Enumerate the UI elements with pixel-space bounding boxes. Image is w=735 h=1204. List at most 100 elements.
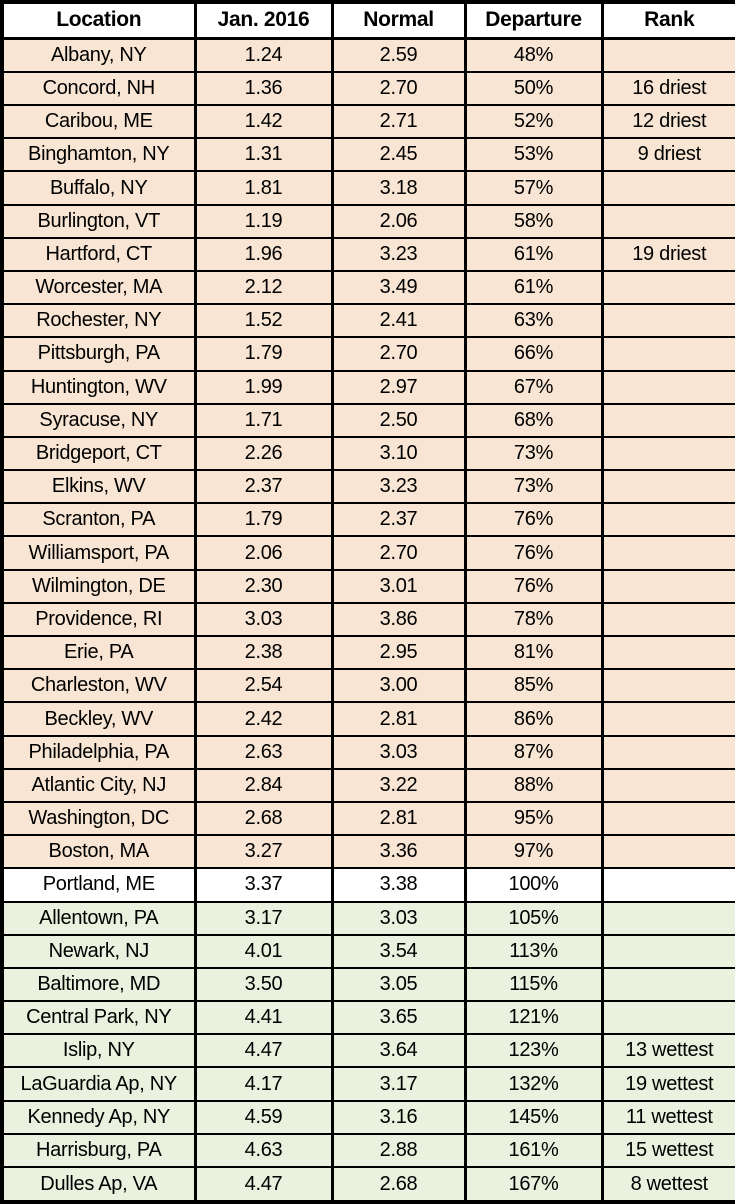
cell-rank [600,435,735,472]
cell-departure: 85% [463,668,604,704]
cell-departure: 113% [463,933,604,969]
cell-location: Atlantic City, NJ [0,767,197,803]
cell-jan_2016: 2.68 [193,800,334,837]
cell-departure: 48% [463,37,604,73]
cell-location: Islip, NY [0,1033,197,1069]
cell-rank [600,303,735,339]
cell-normal: 2.59 [330,37,467,73]
cell-location: Kennedy Ap, NY [0,1099,197,1135]
cell-location: Portland, ME [0,867,197,903]
cell-rank [600,203,735,239]
cell-departure: 67% [463,369,604,405]
table-row: Huntington, WV 1.99 2.97 67% [0,369,735,405]
cell-rank [600,369,735,405]
cell-location: Worcester, MA [0,269,197,306]
cell-normal: 3.64 [330,1033,467,1069]
cell-jan_2016: 1.52 [193,303,334,339]
cell-jan_2016: 4.47 [193,1166,334,1203]
table-row: Binghamton, NY 1.31 2.45 53% 9 driest [0,137,735,173]
table-body: Albany, NY 1.24 2.59 48% Concord, NH 1.36 2.70… [0,37,735,1203]
cell-normal: 3.03 [330,734,467,770]
cell-location: Syracuse, NY [0,402,197,438]
cell-rank [600,966,735,1003]
cell-location: Hartford, CT [0,236,197,272]
cell-rank [600,701,735,737]
cell-rank: 19 driest [600,236,735,272]
cell-rank: 12 driest [600,104,735,140]
cell-departure: 63% [463,303,604,339]
cell-departure: 100% [463,867,604,903]
table-row: Portland, ME 3.37 3.38 100% [0,867,735,903]
cell-normal: 2.50 [330,402,467,438]
cell-location: Concord, NH [0,70,197,107]
cell-normal: 3.05 [330,966,467,1003]
cell-rank: 19 wettest [600,1066,735,1102]
cell-location: Harrisburg, PA [0,1132,197,1169]
cell-location: Beckley, WV [0,701,197,737]
cell-jan_2016: 3.37 [193,867,334,903]
cell-location: Williamsport, PA [0,535,197,571]
cell-jan_2016: 2.37 [193,469,334,505]
cell-rank: 13 wettest [600,1033,735,1069]
table-row: Caribou, ME 1.42 2.71 52% 12 driest [0,104,735,140]
cell-rank [600,402,735,438]
cell-rank [600,535,735,571]
cell-rank: 8 wettest [600,1166,735,1203]
cell-jan_2016: 1.79 [193,502,334,538]
cell-departure: 167% [463,1166,604,1203]
cell-rank [600,469,735,505]
cell-rank [600,568,735,604]
cell-normal: 2.81 [330,800,467,837]
cell-departure: 95% [463,800,604,837]
cell-rank [600,269,735,306]
cell-normal: 3.22 [330,767,467,803]
cell-rank: 9 driest [600,137,735,173]
table-row: Dulles Ap, VA 4.47 2.68 167% 8 wettest [0,1166,735,1203]
cell-departure: 52% [463,104,604,140]
cell-location: Philadelphia, PA [0,734,197,770]
cell-normal: 3.17 [330,1066,467,1102]
table-row: Newark, NJ 4.01 3.54 113% [0,933,735,969]
cell-jan_2016: 3.50 [193,966,334,1003]
cell-normal: 3.16 [330,1099,467,1135]
cell-location: Caribou, ME [0,104,197,140]
cell-normal: 3.00 [330,668,467,704]
cell-jan_2016: 4.01 [193,933,334,969]
cell-location: Bridgeport, CT [0,435,197,472]
cell-jan_2016: 2.30 [193,568,334,604]
cell-normal: 2.81 [330,701,467,737]
cell-jan_2016: 1.96 [193,236,334,272]
cell-location: Washington, DC [0,800,197,837]
cell-jan_2016: 2.84 [193,767,334,803]
table-row: Islip, NY 4.47 3.64 123% 13 wettest [0,1033,735,1069]
cell-location: Erie, PA [0,635,197,671]
cell-departure: 88% [463,767,604,803]
cell-jan_2016: 3.03 [193,601,334,638]
cell-location: Buffalo, NY [0,170,197,206]
table-row: Harrisburg, PA 4.63 2.88 161% 15 wettest [0,1132,735,1169]
table-row: Charleston, WV 2.54 3.00 85% [0,668,735,704]
table-row: Burlington, VT 1.19 2.06 58% [0,203,735,239]
cell-departure: 73% [463,435,604,472]
cell-normal: 3.01 [330,568,467,604]
cell-departure: 50% [463,70,604,107]
cell-normal: 2.70 [330,70,467,107]
cell-normal: 3.10 [330,435,467,472]
cell-departure: 76% [463,502,604,538]
table-row: Wilmington, DE 2.30 3.01 76% [0,568,735,604]
cell-departure: 53% [463,137,604,173]
cell-normal: 3.49 [330,269,467,306]
cell-normal: 2.97 [330,369,467,405]
cell-jan_2016: 1.19 [193,203,334,239]
cell-rank [600,336,735,372]
cell-location: Boston, MA [0,834,197,870]
cell-normal: 2.95 [330,635,467,671]
column-header-departure: Departure [463,1,604,40]
cell-location: Scranton, PA [0,502,197,538]
cell-jan_2016: 4.63 [193,1132,334,1169]
cell-departure: 68% [463,402,604,438]
cell-normal: 2.88 [330,1132,467,1169]
cell-departure: 115% [463,966,604,1003]
table-row: Erie, PA 2.38 2.95 81% [0,635,735,671]
